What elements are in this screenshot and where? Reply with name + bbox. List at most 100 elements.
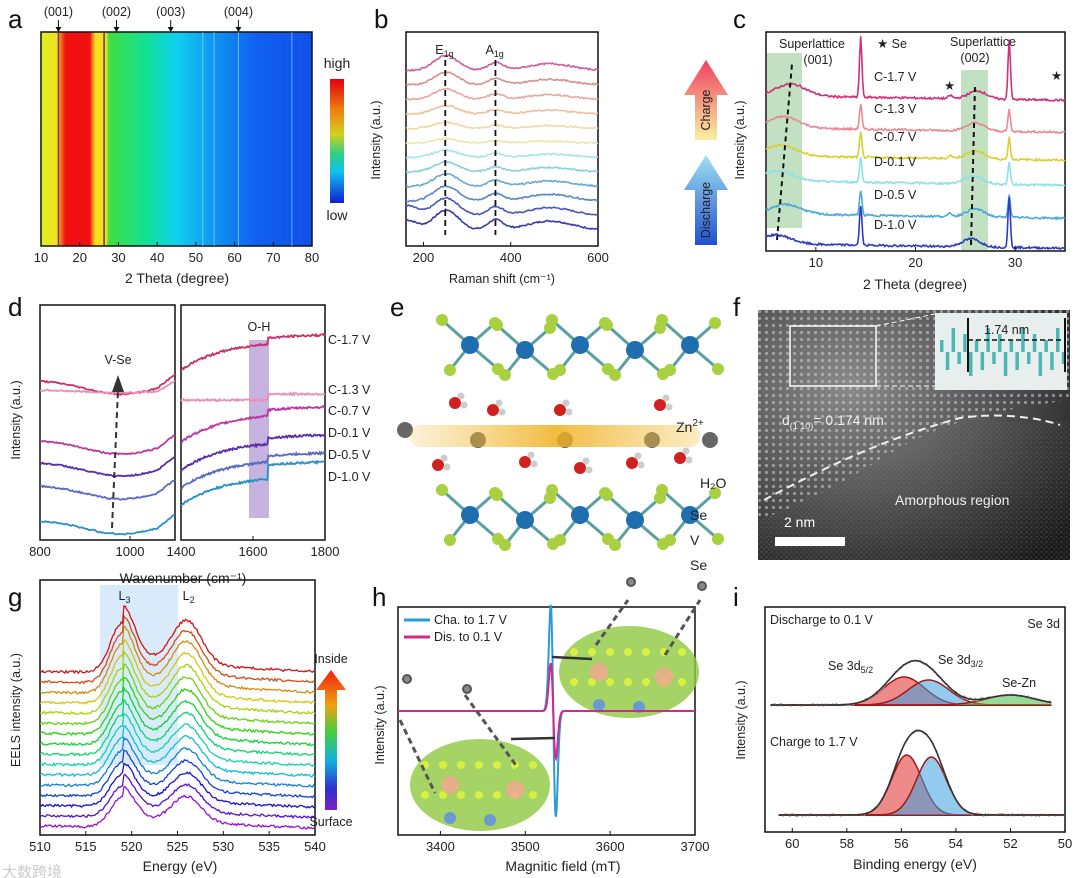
se-atom: [570, 678, 578, 686]
peak-label: (001): [44, 5, 73, 19]
annotation: O-H: [248, 320, 271, 334]
vacancy-site: [590, 663, 608, 681]
hydrogen-atom: [565, 408, 573, 416]
se-atom: [554, 534, 566, 546]
peak-arrow-icon: [113, 27, 120, 32]
peak-label: (003): [156, 5, 185, 19]
x-axis-label: Binding energy (eV): [853, 856, 977, 872]
series-line: [765, 190, 1066, 221]
v-atom: [626, 341, 644, 359]
hydrogen-atom: [634, 452, 642, 460]
hydrogen-atom: [527, 451, 535, 459]
se-atom: [457, 791, 465, 799]
x-tick-label: 58: [840, 836, 854, 851]
x-tick-label: 80: [305, 250, 319, 265]
series-line: [180, 332, 326, 371]
series-line: [405, 184, 599, 203]
series-line: [180, 450, 326, 490]
series-line: [39, 648, 316, 716]
vacancy-site: [506, 781, 524, 799]
se-atom: [499, 539, 511, 551]
x-tick-label: 535: [258, 839, 280, 854]
se-atom: [656, 314, 668, 326]
se-atom: [457, 761, 465, 769]
se-atom: [570, 648, 578, 656]
star-icon: ★: [944, 79, 955, 93]
annotation: Superlattice: [779, 37, 845, 51]
series-line: [39, 749, 316, 799]
x-tick-label: 540: [304, 839, 326, 854]
se-atom: [529, 791, 537, 799]
profile-bar: [957, 352, 961, 364]
envelope-fit: [770, 659, 1052, 706]
fit-component: [770, 695, 1052, 705]
series-line: [765, 196, 1066, 251]
x-tick-label: 56: [894, 836, 908, 851]
panel-label-e: e: [390, 292, 404, 322]
zn-ion: [702, 432, 718, 448]
vacancy-site: [441, 776, 459, 794]
series-line: [39, 698, 316, 757]
x-tick-label: 530: [212, 839, 234, 854]
zn-label: Zn2+: [676, 418, 704, 435]
series-label: D-0.5 V: [328, 448, 371, 462]
y-axis-label: Intensity (a.u.): [369, 100, 383, 179]
series-label: D-0.1 V: [328, 426, 371, 440]
peak-label-sub: 1g: [444, 49, 454, 59]
se-atom: [664, 364, 676, 376]
depth-arrow-icon: [316, 670, 346, 810]
oxygen-atom: [554, 404, 566, 416]
series-label: C-1.3 V: [328, 383, 371, 397]
discharge-arrow-icon: [684, 155, 728, 245]
x-tick-label: 510: [29, 839, 51, 854]
profile-bar: [1032, 334, 1037, 352]
peak-label: (002): [102, 5, 131, 19]
x-tick-label: 520: [121, 839, 143, 854]
oxygen-atom: [487, 404, 499, 416]
se-atom: [491, 489, 503, 501]
vacancy-site: [655, 668, 673, 686]
series-line: [39, 626, 316, 695]
discharge-label: Discharge: [699, 182, 713, 238]
hydrogen-atom: [495, 399, 503, 407]
series-line: [405, 137, 599, 145]
scale-bar: [775, 537, 845, 546]
profile-bar: [980, 352, 985, 370]
se-atom: [436, 484, 448, 496]
series-line: [39, 514, 175, 536]
se-atom: [678, 678, 686, 686]
peak-label: Se-Zn: [1002, 676, 1036, 690]
x-tick-label: 525: [167, 839, 189, 854]
x-tick-label: 200: [413, 250, 435, 265]
y-axis-label: EELS intensity (a.u.): [9, 653, 23, 767]
v-atom: [593, 699, 605, 711]
series-label: C-1.3 V: [874, 102, 917, 116]
se-atom: [642, 678, 650, 686]
x-axis-label: Magnitic field (mT): [505, 858, 620, 874]
se-atom: [439, 791, 447, 799]
oxygen-atom: [626, 457, 638, 469]
x-axis-label: Energy (eV): [143, 858, 218, 874]
colorbar-high: high: [324, 55, 350, 71]
v-label: V: [690, 532, 700, 548]
series-line: [180, 404, 326, 444]
x-tick-label: 400: [500, 250, 522, 265]
panel-label-g: g: [8, 582, 22, 612]
x-axis-label: Wavenumber (cm⁻¹): [120, 570, 247, 586]
se-atom: [554, 364, 566, 376]
series-line: [39, 434, 176, 456]
panel-g: L3 L2 Inside Surface EELS intensity (a.u.…: [2, 579, 353, 878]
colorbar-low: low: [326, 207, 348, 223]
hydrogen-atom: [440, 454, 448, 462]
arrow-icon: [112, 375, 124, 392]
profile-bar: [951, 328, 956, 352]
y-axis-label: Intensity (a.u.): [9, 380, 23, 459]
panel-f-tem-image: 1.74 nm d(1̅ 10)= 0.174 nm Amorphous reg…: [758, 310, 1070, 560]
se-atom: [601, 489, 613, 501]
legend-label: Dis. to 0.1 V: [434, 630, 503, 644]
x-tick-label: 600: [587, 250, 609, 265]
profile-bar: [1038, 352, 1043, 376]
x-axis-label: 2 Theta (degree): [863, 276, 967, 292]
se-atom: [529, 761, 537, 769]
spectrum-label: Discharge to 0.1 V: [770, 613, 873, 627]
